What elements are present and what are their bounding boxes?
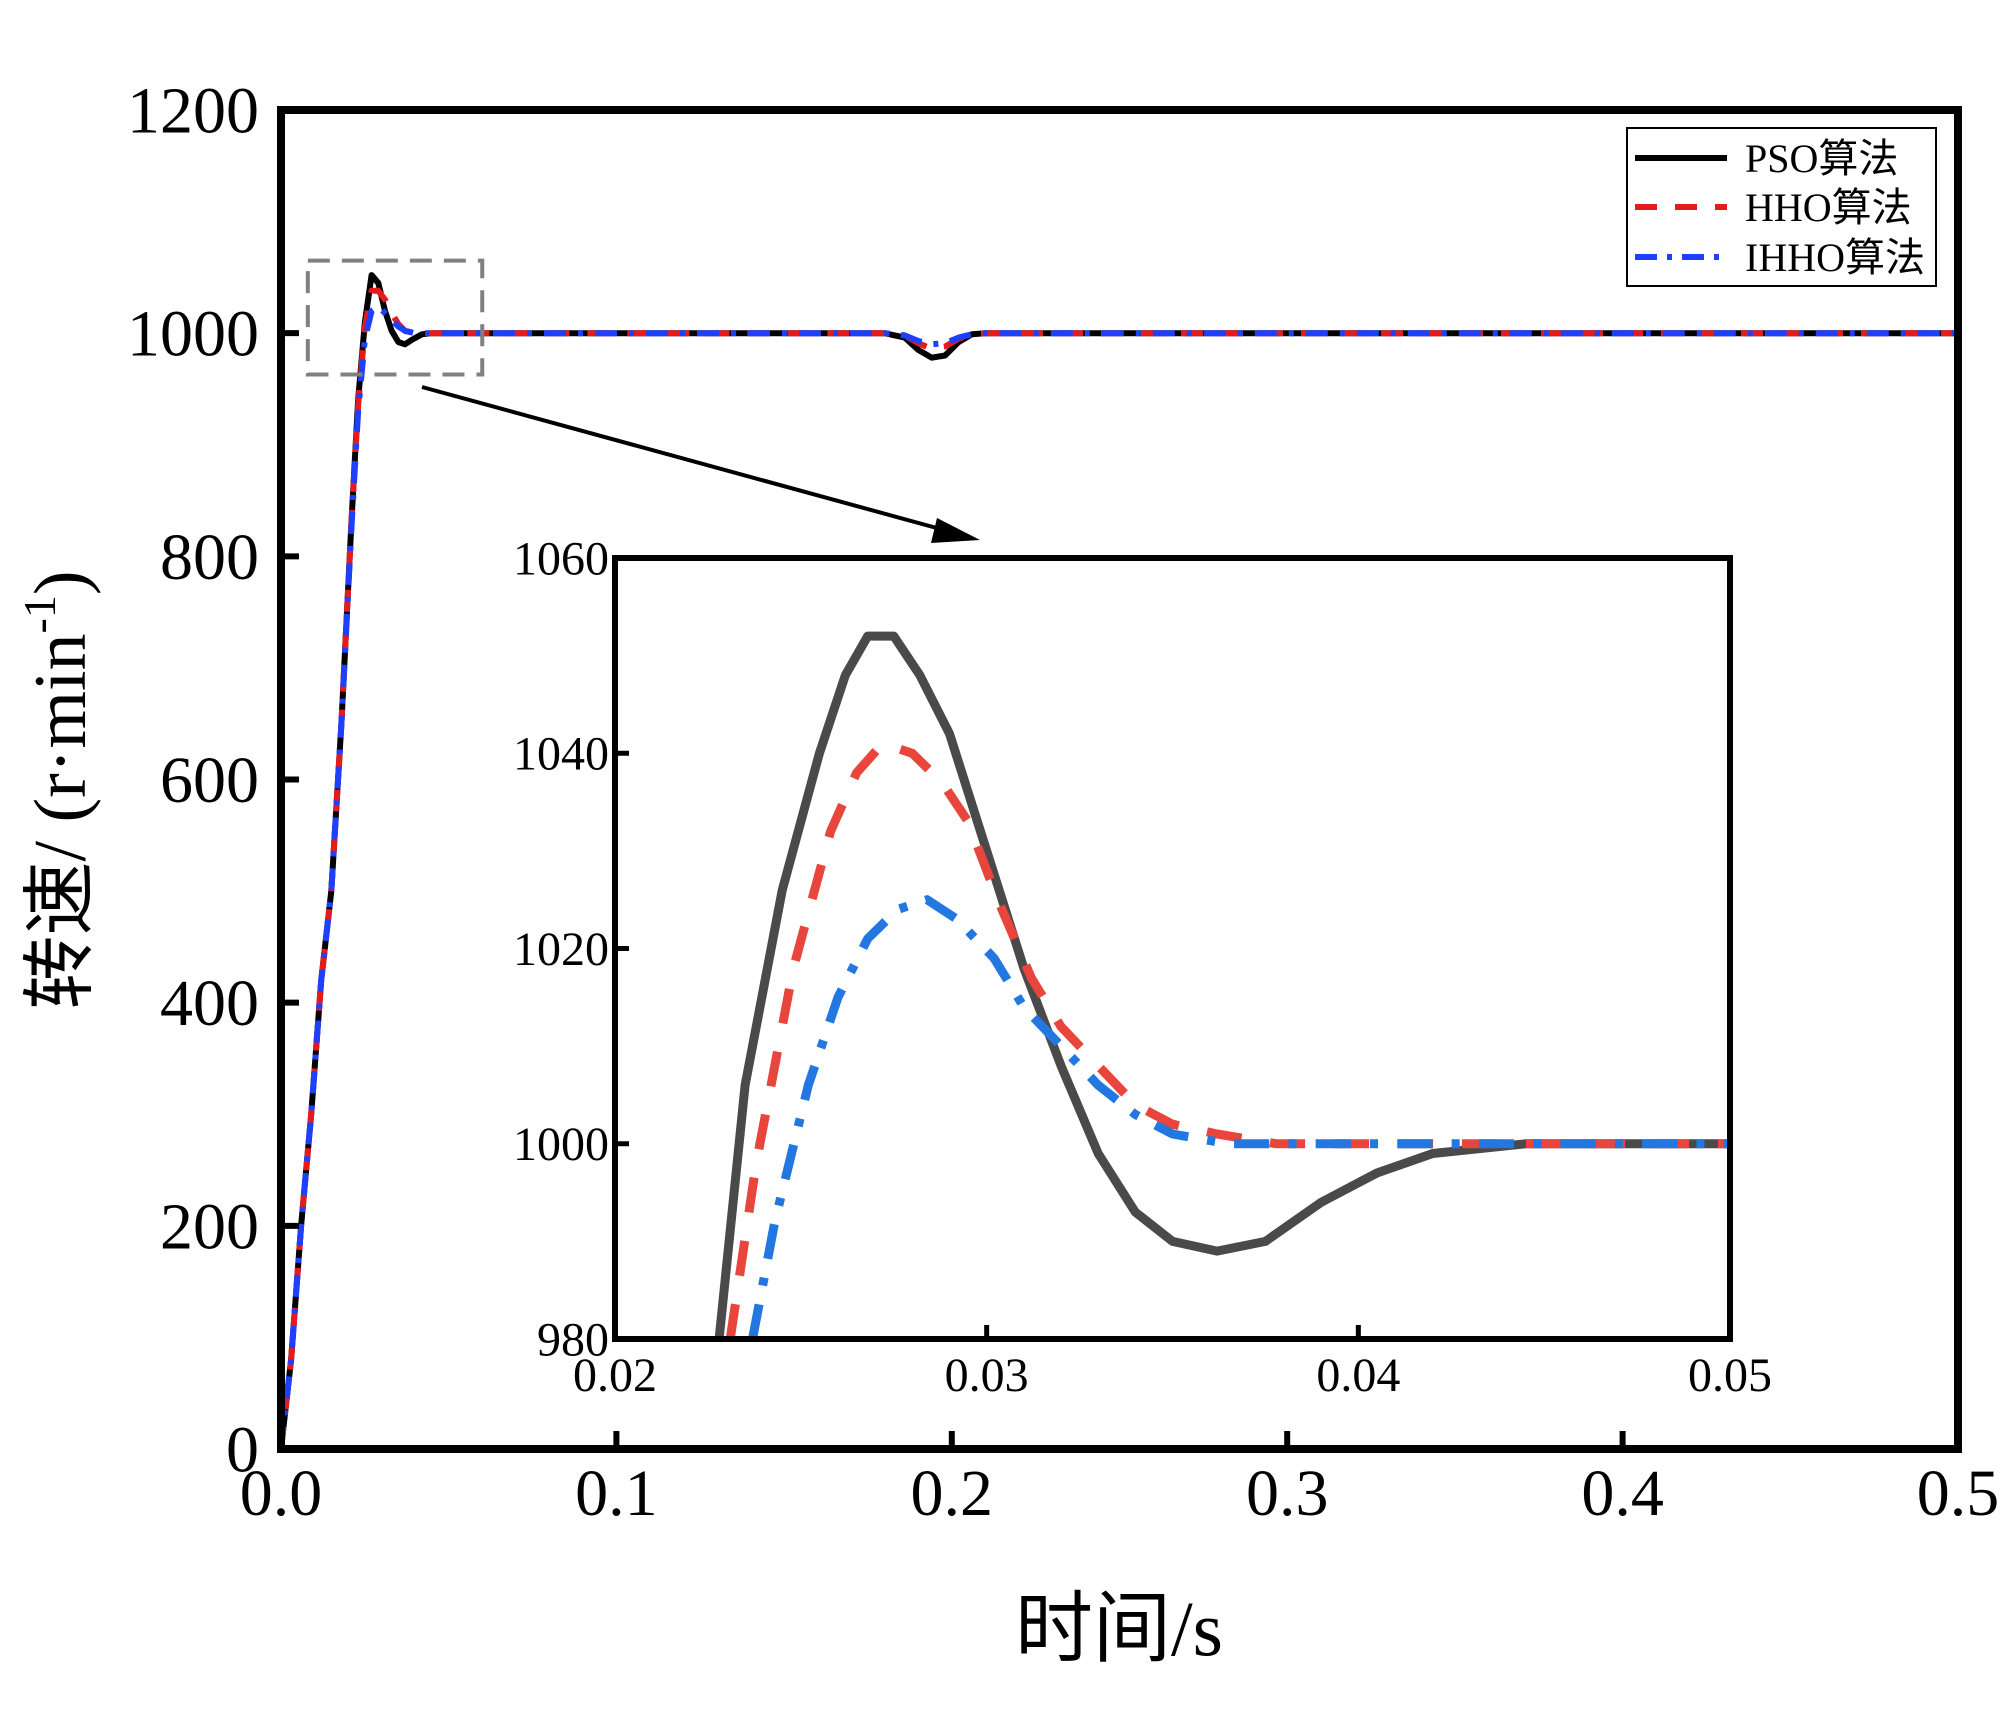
y-axis-title: 转速/ (r·min-1) (14, 570, 102, 1009)
inset-y-tick-label: 1020 (513, 923, 609, 976)
main-x-tick-label: 0.4 (1581, 1457, 1664, 1530)
inset-series-IHHO算法 (748, 895, 1730, 1339)
inset-y-tick-label: 1000 (513, 1118, 609, 1171)
inset-y-tick-label: 1040 (513, 728, 609, 781)
zoom-region-box (305, 258, 485, 377)
main-x-tick-label: 0.5 (1917, 1457, 2000, 1530)
main-y-tick-label: 0 (226, 1413, 259, 1486)
inset-x-tick-label: 0.04 (1316, 1349, 1400, 1402)
inset-x-tick-label: 0.02 (573, 1349, 657, 1402)
inset-plot: 0.02 0.03 0.04 0.05 980 1000 1020 1040 1060 (513, 532, 1772, 1402)
main-y-tick-label: 200 (160, 1190, 259, 1263)
inset-series-PSO算法 (714, 631, 1730, 1339)
inset-background (615, 558, 1730, 1339)
main-y-tick-label: 600 (160, 744, 259, 817)
legend-item-pso: PSO算法 (1635, 136, 1898, 181)
y-axis-title-close: ) (20, 570, 102, 595)
main-series-HHO算法 (281, 287, 1958, 1449)
inset-x-tick-label: 0.03 (945, 1349, 1029, 1402)
legend-label-pso: PSO算法 (1745, 136, 1898, 181)
legend-item-ihho: IHHO算法 (1635, 235, 1925, 280)
inset-series-HHO算法 (725, 739, 1730, 1339)
main-y-tick-label: 800 (160, 521, 259, 594)
legend: PSO算法 HHO算法 IHHO算法 (1626, 127, 1937, 287)
legend-label-hho: HHO算法 (1745, 185, 1912, 230)
main-plot: 0.0 0.1 0.2 0.3 0.4 0.5020040060080010001200 … (14, 74, 1999, 1672)
main-x-tick-label: 0.2 (911, 1457, 994, 1530)
main-y-tick-label: 1000 (127, 298, 259, 371)
main-axis-ticks: 0.0 0.1 0.2 0.3 0.4 0.5 0 200 400 600 800 1000 1200 (127, 74, 1999, 1530)
y-axis-title-sup: -1 (14, 595, 65, 633)
inset-x-tick-label: 0.05 (1688, 1349, 1772, 1402)
inset-y-tick-label: 980 (537, 1313, 609, 1366)
inset-y-tick-label: 1060 (513, 532, 609, 585)
main-x-tick-label: 0.0 (240, 1457, 323, 1530)
main-x-tick-label: 0.1 (575, 1457, 658, 1530)
legend-label-ihho: IHHO算法 (1745, 235, 1925, 280)
main-series-group (281, 272, 1958, 1449)
y-axis-title-main: 转速/ (r·min (20, 633, 102, 1009)
inset-series-group (714, 631, 1730, 1339)
inset-axis-ticks: 0.02 0.03 0.04 0.05 980 1000 1020 1040 1060 (513, 532, 1772, 1402)
main-y-tick-label: 400 (160, 967, 259, 1040)
zoom-arrow (421, 385, 980, 543)
main-x-tick-label: 0.3 (1246, 1457, 1329, 1530)
main-y-tick-label: 1200 (127, 74, 259, 147)
x-axis-title: 时间/s (1015, 1585, 1223, 1672)
legend-item-hho: HHO算法 (1635, 185, 1912, 230)
